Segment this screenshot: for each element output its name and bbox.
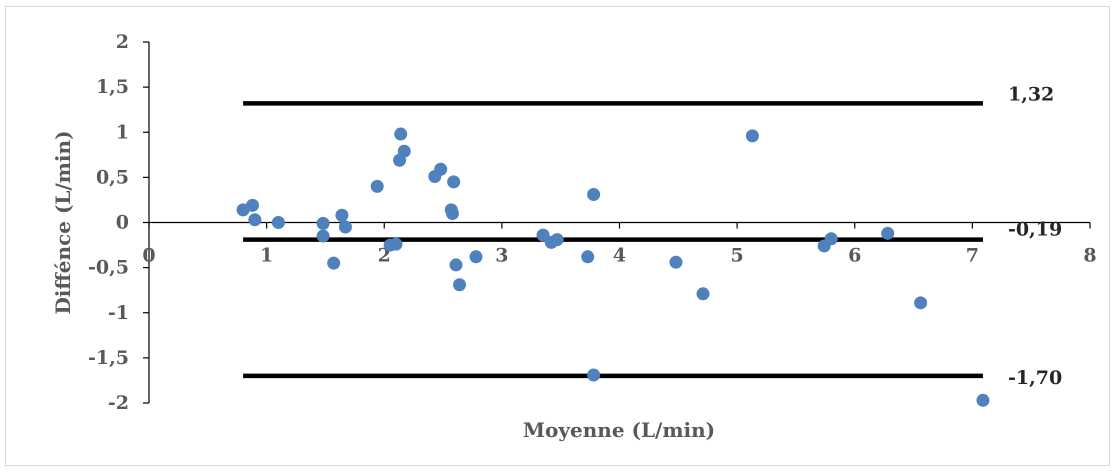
data-point	[453, 278, 467, 292]
data-point	[587, 368, 601, 382]
reference-line-label: -1,70	[1008, 367, 1062, 389]
data-point	[434, 162, 448, 176]
data-point	[316, 216, 330, 230]
data-point	[394, 127, 408, 141]
data-point	[976, 393, 990, 407]
reference-line-label: -0,19	[1008, 219, 1062, 241]
x-axis-title: Moyenne (L/min)	[523, 418, 715, 442]
data-point	[824, 232, 838, 246]
x-tick-label: 5	[731, 245, 744, 267]
data-point	[914, 296, 928, 310]
data-point	[669, 255, 683, 269]
data-point	[550, 233, 564, 247]
x-tick-label: 0	[142, 245, 155, 267]
data-point	[469, 250, 483, 264]
y-tick-label: 0,5	[96, 166, 129, 188]
x-tick-label: 8	[1083, 245, 1096, 267]
y-tick-label: 2	[116, 31, 129, 53]
y-axis-title: Diffénce (L/min)	[51, 130, 75, 314]
data-point	[246, 198, 260, 212]
x-tick-label: 1	[260, 245, 273, 267]
data-point	[445, 206, 459, 220]
y-tick-label: -0,5	[88, 257, 129, 279]
data-point	[397, 144, 411, 158]
data-point	[370, 179, 384, 193]
data-point	[447, 175, 461, 189]
data-point	[696, 287, 710, 301]
x-tick-label: 7	[966, 245, 979, 267]
y-tick-label: -1,5	[88, 347, 129, 369]
reference-line-label: 1,32	[1008, 83, 1054, 105]
x-tick-label: 4	[613, 245, 626, 267]
x-tick-label: 6	[848, 245, 861, 267]
y-tick-label: 1	[116, 121, 129, 143]
y-tick-label: 1,5	[96, 76, 129, 98]
data-point	[248, 213, 262, 227]
data-point	[335, 208, 349, 222]
data-point	[316, 229, 330, 243]
data-point	[338, 220, 352, 234]
data-point	[389, 237, 403, 251]
data-point	[271, 216, 285, 229]
x-tick-label: 3	[495, 245, 508, 267]
data-point	[587, 188, 601, 202]
data-point	[745, 129, 759, 143]
data-point	[881, 226, 895, 240]
data-point	[581, 250, 595, 264]
data-point	[327, 256, 341, 270]
data-point	[449, 258, 463, 272]
y-tick-label: -1	[108, 302, 129, 324]
y-tick-label: -2	[108, 392, 129, 414]
y-tick-label: 0	[116, 212, 129, 234]
